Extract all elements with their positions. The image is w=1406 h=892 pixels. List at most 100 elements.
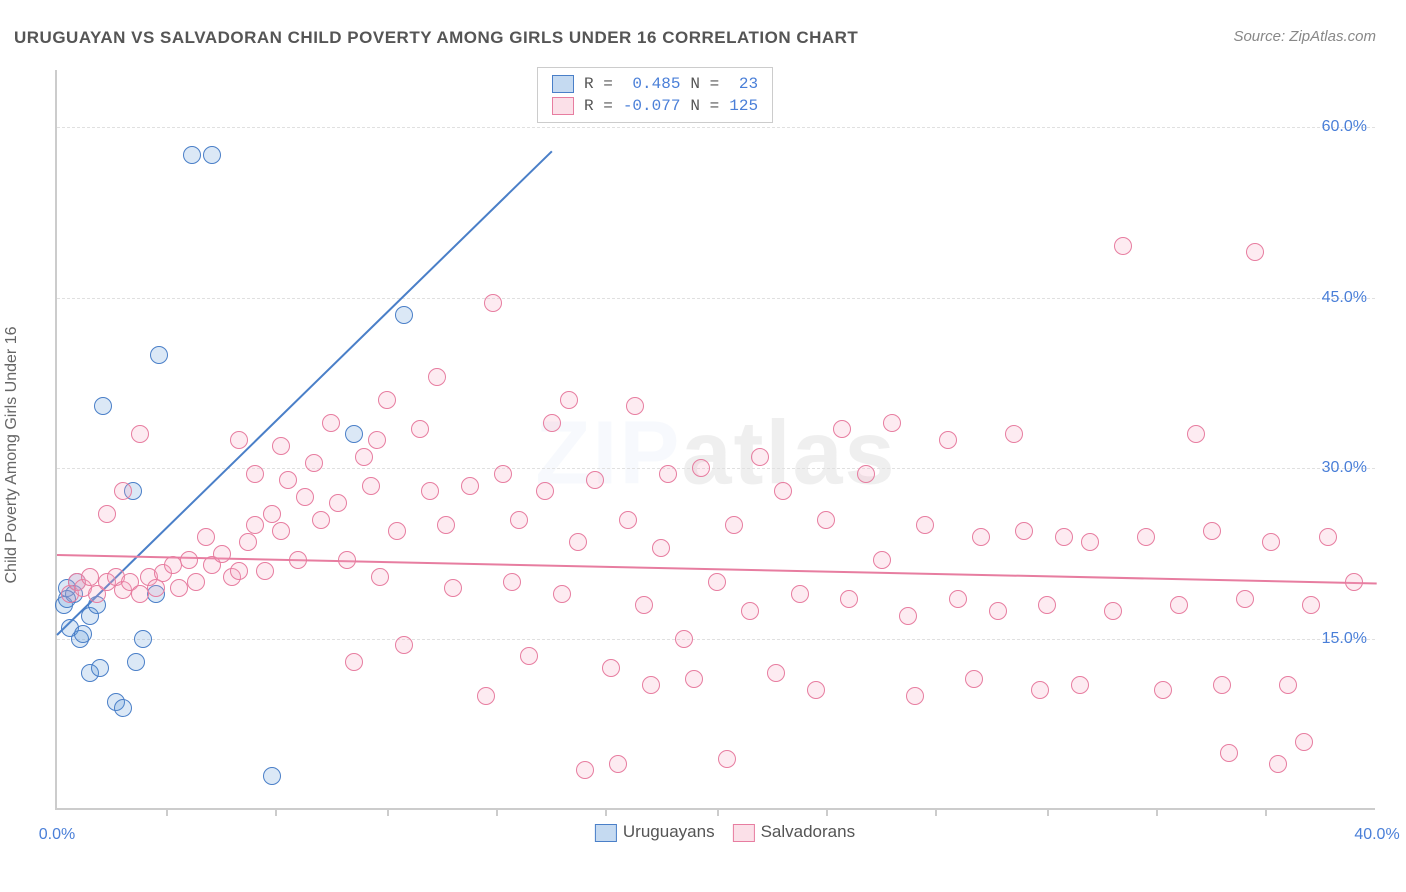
data-point (484, 294, 502, 312)
legend-series-label: Salvadorans (761, 822, 856, 841)
data-point (510, 511, 528, 529)
data-point (74, 625, 92, 643)
x-tick-minor (275, 808, 277, 816)
x-tick-minor (166, 808, 168, 816)
data-point (345, 425, 363, 443)
gridline-horizontal (57, 127, 1375, 128)
data-point (127, 653, 145, 671)
plot-area: ZIPatlas R =0.485N =23R =-0.077N =125 Ur… (55, 70, 1375, 810)
data-point (939, 431, 957, 449)
data-point (1005, 425, 1023, 443)
x-tick-minor (496, 808, 498, 816)
data-point (989, 602, 1007, 620)
data-point (1262, 533, 1280, 551)
x-tick-minor (1156, 808, 1158, 816)
data-point (774, 482, 792, 500)
data-point (1137, 528, 1155, 546)
data-point (312, 511, 330, 529)
gridline-horizontal (57, 298, 1375, 299)
data-point (164, 556, 182, 574)
data-point (170, 579, 188, 597)
data-point (741, 602, 759, 620)
data-point (131, 425, 149, 443)
data-point (246, 465, 264, 483)
data-point (873, 551, 891, 569)
data-point (1345, 573, 1363, 591)
legend-swatch (595, 824, 617, 842)
legend-swatch (552, 97, 574, 115)
x-tick-minor (1047, 808, 1049, 816)
data-point (1236, 590, 1254, 608)
data-point (187, 573, 205, 591)
data-point (494, 465, 512, 483)
data-point (569, 533, 587, 551)
data-point (1055, 528, 1073, 546)
data-point (213, 545, 231, 563)
data-point (1187, 425, 1205, 443)
series-legend: Uruguayans Salvadorans (577, 822, 855, 842)
data-point (833, 420, 851, 438)
legend-series-label: Uruguayans (623, 822, 715, 841)
data-point (619, 511, 637, 529)
data-point (609, 755, 627, 773)
chart-container: URUGUAYAN VS SALVADORAN CHILD POVERTY AM… (0, 0, 1406, 892)
data-point (368, 431, 386, 449)
data-point (791, 585, 809, 603)
data-point (263, 767, 281, 785)
data-point (840, 590, 858, 608)
data-point (1279, 676, 1297, 694)
data-point (355, 448, 373, 466)
data-point (1246, 243, 1264, 261)
data-point (444, 579, 462, 597)
data-point (1114, 237, 1132, 255)
data-point (642, 676, 660, 694)
data-point (289, 551, 307, 569)
data-point (239, 533, 257, 551)
data-point (345, 653, 363, 671)
data-point (635, 596, 653, 614)
x-tick-label: 0.0% (39, 826, 75, 844)
y-tick-label: 30.0% (1322, 459, 1367, 477)
data-point (329, 494, 347, 512)
data-point (1038, 596, 1056, 614)
data-point (411, 420, 429, 438)
data-point (362, 477, 380, 495)
data-point (751, 448, 769, 466)
data-point (685, 670, 703, 688)
data-point (246, 516, 264, 534)
data-point (197, 528, 215, 546)
data-point (98, 505, 116, 523)
data-point (883, 414, 901, 432)
data-point (652, 539, 670, 557)
data-point (183, 146, 201, 164)
data-point (965, 670, 983, 688)
data-point (1220, 744, 1238, 762)
data-point (906, 687, 924, 705)
data-point (1081, 533, 1099, 551)
watermark: ZIPatlas (535, 402, 896, 505)
x-tick-minor (1265, 808, 1267, 816)
data-point (296, 488, 314, 506)
data-point (949, 590, 967, 608)
data-point (1269, 755, 1287, 773)
data-point (395, 306, 413, 324)
data-point (371, 568, 389, 586)
data-point (520, 647, 538, 665)
data-point (899, 607, 917, 625)
data-point (279, 471, 297, 489)
data-point (81, 568, 99, 586)
data-point (388, 522, 406, 540)
data-point (230, 562, 248, 580)
data-point (272, 437, 290, 455)
data-point (503, 573, 521, 591)
data-point (1031, 681, 1049, 699)
legend-swatch (733, 824, 755, 842)
data-point (553, 585, 571, 603)
x-tick-minor (826, 808, 828, 816)
y-tick-label: 60.0% (1322, 118, 1367, 136)
x-tick-label: 40.0% (1354, 826, 1399, 844)
y-axis-title: Child Poverty Among Girls Under 16 (3, 327, 21, 584)
data-point (1071, 676, 1089, 694)
data-point (150, 346, 168, 364)
data-point (718, 750, 736, 768)
